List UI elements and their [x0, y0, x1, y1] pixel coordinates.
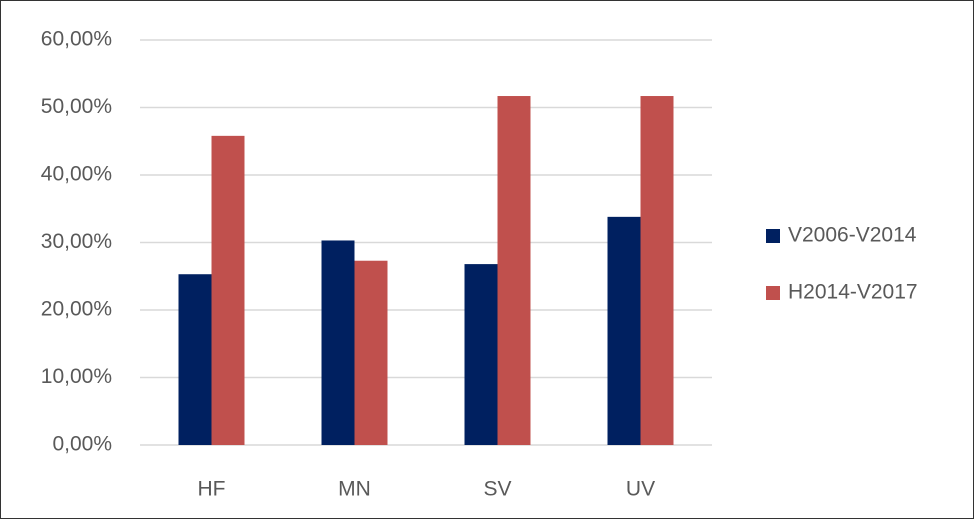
legend-swatch: [766, 229, 780, 243]
y-tick-label: 10,00%: [41, 365, 112, 388]
bar: [607, 216, 641, 445]
y-tick-label: 50,00%: [41, 95, 112, 118]
bar: [178, 274, 212, 445]
legend-label: V2006-V2014: [788, 224, 917, 247]
bar: [640, 96, 674, 446]
legend-swatch: [766, 286, 780, 300]
bar: [211, 135, 245, 445]
x-tick-label: HF: [198, 478, 226, 501]
legend-label: H2014-V2017: [788, 281, 918, 304]
y-tick-label: 60,00%: [41, 28, 112, 51]
y-tick-label: 30,00%: [41, 230, 112, 253]
bar: [354, 260, 388, 445]
y-tick-label: 0,00%: [52, 433, 112, 456]
x-tick-label: SV: [483, 478, 511, 501]
bar: [321, 240, 355, 445]
y-tick-label: 40,00%: [41, 163, 112, 186]
y-tick-label: 20,00%: [41, 298, 112, 321]
x-tick-label: MN: [338, 478, 371, 501]
bar: [497, 96, 531, 446]
x-tick-label: UV: [626, 478, 655, 501]
bar: [464, 264, 498, 445]
